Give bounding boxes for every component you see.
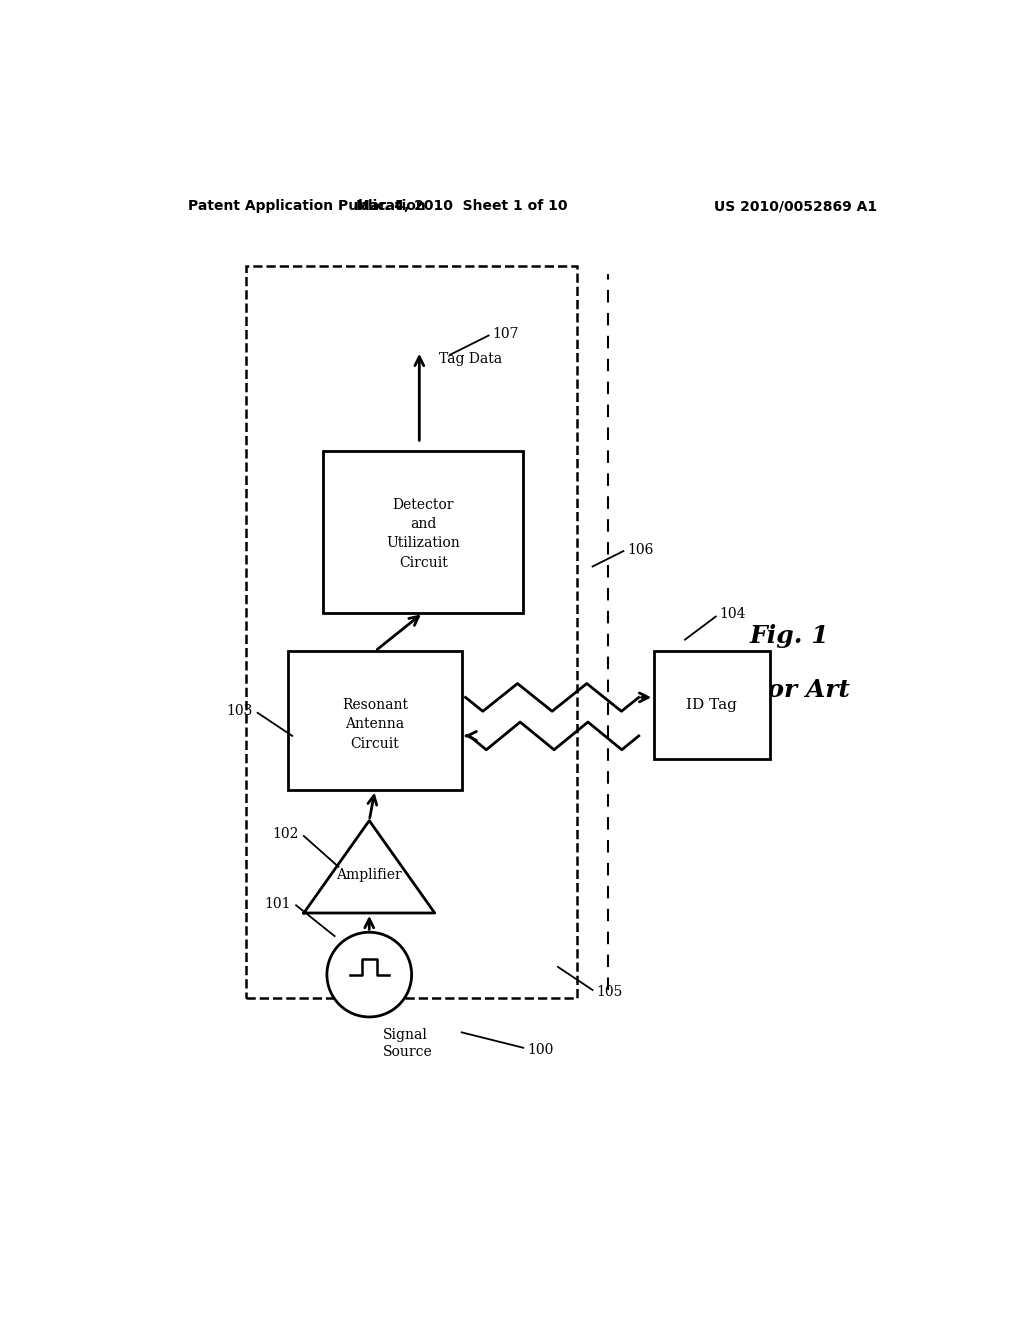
Text: Patent Application Publication: Patent Application Publication xyxy=(188,199,426,213)
Bar xyxy=(654,651,770,759)
Text: and: and xyxy=(410,517,436,531)
Text: Resonant: Resonant xyxy=(342,698,408,711)
Text: 107: 107 xyxy=(493,327,519,341)
Text: 100: 100 xyxy=(527,1043,554,1057)
Text: 105: 105 xyxy=(596,985,623,998)
Text: 104: 104 xyxy=(720,607,746,622)
Text: 102: 102 xyxy=(272,828,298,841)
Text: US 2010/0052869 A1: US 2010/0052869 A1 xyxy=(715,199,878,213)
Text: 103: 103 xyxy=(226,705,252,718)
Text: Mar. 4, 2010  Sheet 1 of 10: Mar. 4, 2010 Sheet 1 of 10 xyxy=(356,199,567,213)
Circle shape xyxy=(327,932,412,1016)
Text: ID Tag: ID Tag xyxy=(686,698,737,711)
Bar xyxy=(323,451,523,612)
Text: Utilization: Utilization xyxy=(386,536,460,550)
Text: Prior Art: Prior Art xyxy=(727,677,851,702)
Polygon shape xyxy=(304,821,435,913)
Bar xyxy=(246,267,578,998)
Text: Fig. 1: Fig. 1 xyxy=(750,624,828,648)
Text: Detector: Detector xyxy=(392,498,454,512)
Text: 106: 106 xyxy=(628,543,653,557)
Bar xyxy=(289,651,462,789)
Text: Circuit: Circuit xyxy=(398,556,447,570)
Text: Circuit: Circuit xyxy=(350,737,399,751)
Text: Signal
Source: Signal Source xyxy=(383,1028,433,1059)
Text: Antenna: Antenna xyxy=(345,717,404,731)
Text: Tag Data: Tag Data xyxy=(438,351,502,366)
Text: Amplifier: Amplifier xyxy=(337,867,402,882)
Text: 101: 101 xyxy=(264,896,291,911)
